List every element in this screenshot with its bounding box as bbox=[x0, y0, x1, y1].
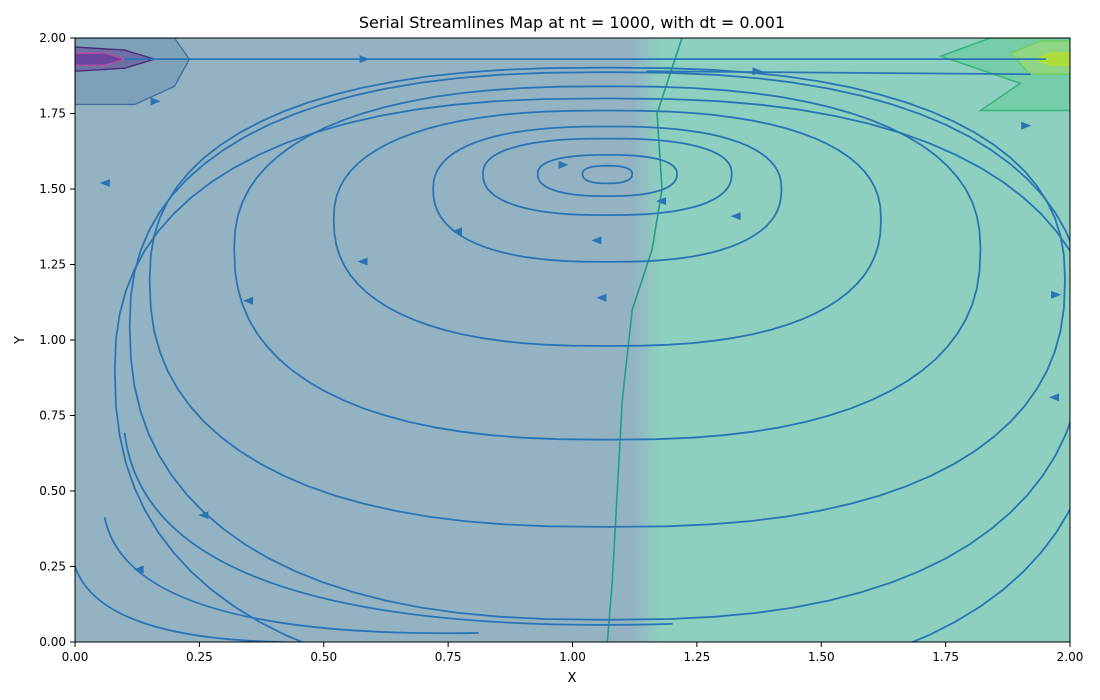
streamline-arrow-0-0 bbox=[99, 178, 110, 187]
y-tick-label-6: 1.50 bbox=[39, 182, 66, 196]
y-axis-label: Y bbox=[13, 336, 28, 345]
x-tick-label-4: 1.00 bbox=[559, 650, 586, 664]
streamline-7 bbox=[128, 71, 1070, 621]
streamline-arrow-3-0 bbox=[452, 227, 463, 236]
streamline-arrow-3-2 bbox=[730, 212, 741, 221]
streamline-arrow-2-0 bbox=[656, 197, 667, 206]
y-tick-label-1: 0.25 bbox=[39, 560, 66, 574]
streamline-arrow-7-0 bbox=[198, 511, 209, 520]
streamline-2 bbox=[482, 137, 733, 216]
bottom-streamline-1 bbox=[103, 517, 479, 635]
streamline-arrow-6-0 bbox=[150, 97, 161, 106]
y-tick-label-8: 2.00 bbox=[39, 31, 66, 45]
x-tick-label-3: 0.75 bbox=[435, 650, 462, 664]
y-tick-label-2: 0.50 bbox=[39, 484, 66, 498]
top-arrow-1 bbox=[752, 67, 763, 76]
x-tick-label-0: 0.00 bbox=[62, 650, 89, 664]
bottom-streamline-0 bbox=[75, 565, 285, 642]
streamline-4 bbox=[332, 109, 882, 347]
streamline-arrow-8-0 bbox=[133, 565, 144, 574]
streamline-arrow-6-1 bbox=[1021, 121, 1032, 130]
streamline-0 bbox=[581, 164, 634, 185]
top-arrow-0 bbox=[359, 55, 370, 64]
x-tick-label-7: 1.75 bbox=[932, 650, 959, 664]
x-tick-label-6: 1.50 bbox=[808, 650, 835, 664]
streamline-arrow-4-0 bbox=[357, 257, 368, 266]
streamline-arrow-3-1 bbox=[591, 236, 602, 245]
y-tick-label-3: 0.75 bbox=[39, 409, 66, 423]
x-axis-label: X bbox=[568, 671, 577, 686]
x-tick-label-1: 0.25 bbox=[186, 650, 213, 664]
x-tick-label-5: 1.25 bbox=[684, 650, 711, 664]
y-axis: 0.00 0.25 0.50 0.75 1.00 1.25 1.50 1.75 2.00 bbox=[39, 31, 75, 649]
streamline-arrow-5-1 bbox=[596, 293, 607, 302]
contour-top-right-inner bbox=[1033, 52, 1070, 66]
chart-title: Serial Streamlines Map at nt = 1000, wit… bbox=[359, 13, 785, 32]
y-tick-label-0: 0.00 bbox=[39, 635, 66, 649]
dividing-contour-line bbox=[606, 38, 683, 642]
bottom-streamline-2 bbox=[123, 432, 673, 626]
streamline-8 bbox=[113, 97, 1070, 642]
streamline-arrow-5-0 bbox=[243, 296, 254, 305]
top-streamline-1 bbox=[646, 70, 1032, 76]
contour-fill-background bbox=[75, 38, 1070, 642]
y-tick-label-4: 1.00 bbox=[39, 333, 66, 347]
streamline-arrow-7-1 bbox=[1051, 290, 1062, 299]
y-tick-label-7: 1.75 bbox=[39, 107, 66, 121]
streamline-6 bbox=[148, 66, 1066, 528]
streamline-layer bbox=[75, 55, 1070, 642]
plot-area bbox=[75, 38, 1070, 642]
y-tick-label-5: 1.25 bbox=[39, 258, 66, 272]
streamline-arrow-8-1 bbox=[1049, 393, 1060, 402]
streamline-5 bbox=[233, 85, 982, 441]
x-axis: 0.00 0.25 0.50 0.75 1.00 1.25 1.50 1.75 2.00 bbox=[62, 642, 1084, 664]
x-tick-label-8: 2.00 bbox=[1057, 650, 1084, 664]
streamline-3 bbox=[432, 125, 783, 263]
contour-top-left-inner bbox=[75, 52, 127, 66]
streamline-1 bbox=[536, 154, 678, 197]
x-tick-label-2: 0.50 bbox=[310, 650, 337, 664]
streamline-arrow-1-0 bbox=[558, 160, 569, 169]
